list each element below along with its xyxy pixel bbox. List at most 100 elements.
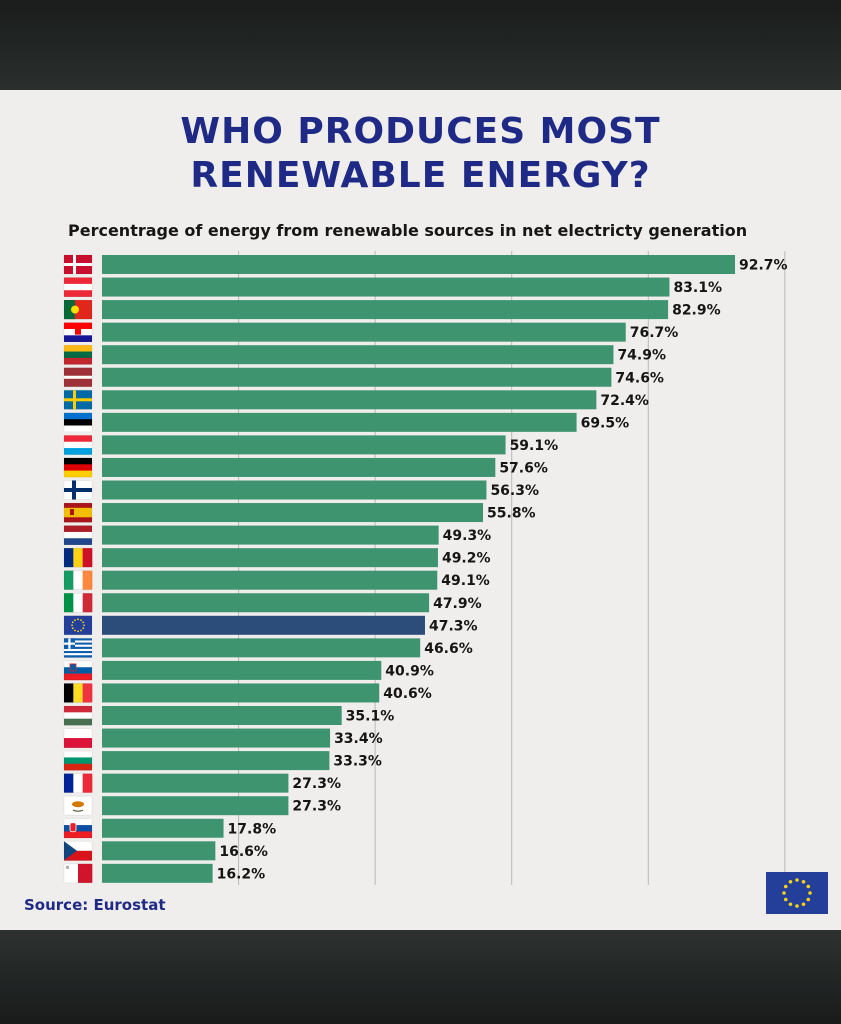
bar xyxy=(102,638,421,658)
bar xyxy=(102,706,342,725)
flag-icon-latvia xyxy=(63,367,93,388)
data-label: 40.6% xyxy=(383,686,432,702)
flag-icon-belgium xyxy=(63,683,93,703)
top-dark-band xyxy=(0,0,841,90)
bar xyxy=(102,480,487,500)
eu-star xyxy=(806,884,811,889)
flag-icon-france xyxy=(63,773,93,794)
data-label: 40.9% xyxy=(385,663,434,679)
bar xyxy=(102,255,735,274)
flag-icon-lithuania xyxy=(63,344,93,365)
eu-star xyxy=(783,884,788,889)
data-label: 57.6% xyxy=(499,460,548,476)
bar xyxy=(102,435,506,455)
data-label: 46.6% xyxy=(424,641,473,657)
eu-star xyxy=(795,904,799,908)
bar xyxy=(102,503,484,523)
flag-icon-portugal xyxy=(63,299,93,320)
flag-icon-cyprus xyxy=(63,795,93,816)
flag-icon-bulgaria xyxy=(63,750,93,771)
eu-star xyxy=(801,902,806,907)
bar-highlight-eu xyxy=(102,615,425,635)
chart-title-line-2: RENEWABLE ENERGY? xyxy=(190,155,651,196)
flag-icon-germany xyxy=(63,457,93,478)
bar xyxy=(102,796,289,816)
bar xyxy=(102,773,289,793)
flag-icon-ireland xyxy=(63,570,93,591)
flag-icon-croatia xyxy=(63,322,93,343)
eu-star xyxy=(808,891,812,895)
flag-icon-spain xyxy=(63,502,93,523)
data-label: 74.9% xyxy=(617,348,666,364)
eu-star xyxy=(782,891,786,895)
eu-star xyxy=(806,897,811,902)
chart-title-line-1: WHO PRODUCES MOST xyxy=(180,111,661,152)
flag-icon-slovakia xyxy=(63,818,93,839)
bottom-dark-band xyxy=(0,930,841,1024)
data-label: 59.1% xyxy=(510,438,559,454)
eu-star xyxy=(788,902,793,907)
infographic-card: WHO PRODUCES MOST RENEWABLE ENERGY? Perc… xyxy=(0,90,841,930)
data-label: 33.3% xyxy=(333,754,382,770)
data-label: 49.3% xyxy=(443,528,492,544)
bar xyxy=(102,277,670,297)
data-label: 56.3% xyxy=(490,483,539,499)
flag-icon-hungary xyxy=(63,705,93,726)
data-label: 16.2% xyxy=(217,866,266,882)
data-label: 72.4% xyxy=(600,393,649,409)
eu-flag-icon xyxy=(766,872,828,914)
bar xyxy=(102,322,626,342)
data-label: 27.3% xyxy=(292,776,341,792)
flag-icon-austria xyxy=(63,277,93,297)
data-label: 74.6% xyxy=(615,370,664,386)
bar xyxy=(102,683,380,703)
bar xyxy=(102,863,213,883)
bar xyxy=(102,751,330,771)
bar xyxy=(102,728,331,748)
data-label: 17.8% xyxy=(228,821,277,837)
eu-star xyxy=(795,878,799,882)
bar xyxy=(102,660,382,680)
flag-icon-romania xyxy=(63,547,93,568)
data-label: 83.1% xyxy=(673,280,722,296)
eu-star xyxy=(788,879,793,884)
data-label: 82.9% xyxy=(672,303,721,319)
data-label: 55.8% xyxy=(487,506,536,522)
eu-star xyxy=(801,879,806,884)
bar xyxy=(102,345,614,365)
data-label: 69.5% xyxy=(581,415,630,431)
flag-icon-estonia xyxy=(63,412,93,433)
eu-star xyxy=(783,897,788,902)
bar xyxy=(102,300,669,320)
bar xyxy=(102,818,224,838)
data-label: 16.6% xyxy=(219,844,268,860)
data-label: 76.7% xyxy=(630,325,679,341)
flag-icon-finland xyxy=(63,480,93,500)
data-label: 92.7% xyxy=(739,258,788,274)
flag-icon-denmark xyxy=(63,254,93,275)
flag-icon-malta xyxy=(63,863,93,884)
flag-icon-luxembourg xyxy=(63,434,93,455)
source-note: Source: Eurostat xyxy=(24,896,166,914)
flag-icon-poland xyxy=(63,728,93,748)
bar xyxy=(102,525,439,545)
flag-icon-slovenia xyxy=(63,660,93,681)
flag-icon-sweden xyxy=(63,389,93,410)
bar-chart: 92.7% 83.1% 82.9% 76.7% 74.9% 74.6% 72.4% 69.5%… xyxy=(63,251,788,885)
bar xyxy=(102,367,612,387)
bar xyxy=(102,390,597,410)
bar xyxy=(102,593,430,613)
chart-subtitle: Percentrage of energy from renewable sou… xyxy=(68,221,748,240)
data-label: 49.1% xyxy=(441,573,490,589)
flag-icon-italy xyxy=(63,592,93,613)
bar xyxy=(102,412,577,432)
data-label: 47.3% xyxy=(429,618,478,634)
flag-icon-eu xyxy=(63,615,93,636)
data-label: 33.4% xyxy=(334,731,383,747)
data-label: 35.1% xyxy=(346,709,395,725)
flag-icon-czechia xyxy=(63,840,93,861)
data-label: 49.2% xyxy=(442,551,491,567)
flag-icon-netherlands xyxy=(63,525,93,546)
data-label: 47.9% xyxy=(433,596,482,612)
flag-icon-greece xyxy=(63,637,93,658)
